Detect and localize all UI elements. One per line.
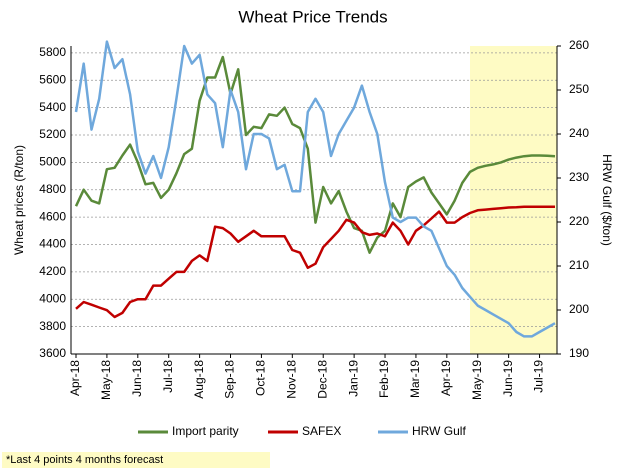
y-tick-label: 5800 bbox=[39, 45, 66, 59]
y2-tick-label: 220 bbox=[569, 214, 589, 228]
y-tick-label: 5200 bbox=[39, 127, 66, 141]
y-tick-label: 4600 bbox=[39, 209, 66, 223]
y2-tick-label: 200 bbox=[569, 302, 589, 316]
y2-tick-label: 260 bbox=[569, 38, 589, 52]
x-tick-label: Feb-19 bbox=[377, 360, 391, 398]
x-tick-label: Dec-18 bbox=[315, 360, 329, 399]
y-tick-label: 4400 bbox=[39, 237, 66, 251]
legend-label: SAFEX bbox=[302, 424, 341, 438]
x-tick-label: Apr-18 bbox=[68, 360, 82, 396]
y-axis-label: Wheat prices (R/ton) bbox=[12, 145, 26, 255]
y2-axis-label: HRW Gulf ($/ton) bbox=[600, 154, 614, 246]
legend-label: HRW Gulf bbox=[412, 424, 466, 438]
chart-title: Wheat Price Trends bbox=[238, 7, 387, 26]
y-tick-label: 5600 bbox=[39, 72, 66, 86]
x-tick-label: Oct-18 bbox=[254, 360, 268, 396]
y-tick-label: 4800 bbox=[39, 182, 66, 196]
y2-tick-label: 190 bbox=[569, 346, 589, 360]
series-line bbox=[74, 55, 556, 254]
x-tick-label: Jan-19 bbox=[346, 360, 360, 397]
y-tick-label: 5000 bbox=[39, 155, 66, 169]
x-tick-label: Mar-19 bbox=[408, 360, 422, 398]
note-box bbox=[2, 452, 270, 468]
y2-tick-label: 250 bbox=[569, 82, 589, 96]
x-tick-label: May-19 bbox=[470, 360, 484, 400]
x-tick-label: May-18 bbox=[99, 360, 113, 400]
x-tick-label: Jun-18 bbox=[130, 360, 144, 397]
y2-tick-label: 230 bbox=[569, 170, 589, 184]
y-tick-label: 4200 bbox=[39, 264, 66, 278]
y-tick-label: 5400 bbox=[39, 100, 66, 114]
x-tick-label: Jul-19 bbox=[532, 360, 546, 393]
y-tick-label: 3600 bbox=[39, 346, 66, 360]
y2-tick-label: 240 bbox=[569, 126, 589, 140]
x-tick-label: Sep-18 bbox=[223, 360, 237, 399]
note: *Last 4 points 4 months forecast bbox=[6, 454, 163, 466]
x-tick-label: Aug-18 bbox=[192, 360, 206, 399]
x-tick-label: Nov-18 bbox=[284, 360, 298, 399]
y2-tick-label: 210 bbox=[569, 258, 589, 272]
series-line bbox=[74, 40, 556, 338]
x-tick-label: Jul-18 bbox=[161, 360, 175, 393]
series-line bbox=[75, 205, 555, 319]
y-tick-label: 4000 bbox=[39, 291, 66, 305]
x-tick-label: Apr-19 bbox=[439, 360, 453, 396]
legend-label: Import parity bbox=[172, 424, 239, 438]
y-tick-label: 3800 bbox=[39, 319, 66, 333]
forecast-shade bbox=[470, 46, 557, 354]
x-tick-label: Jun-19 bbox=[501, 360, 515, 397]
